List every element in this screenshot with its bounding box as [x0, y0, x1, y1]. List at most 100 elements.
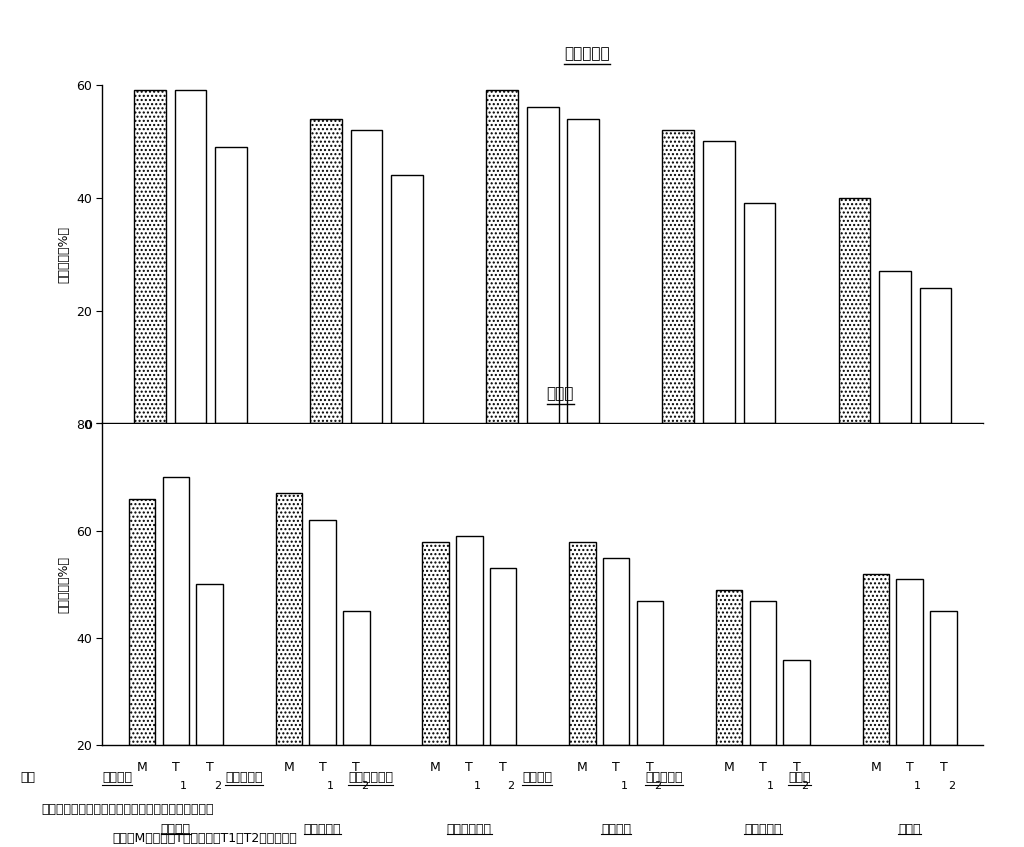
Text: T: T	[500, 761, 507, 774]
Bar	[920, 288, 951, 424]
Text: 1: 1	[474, 781, 480, 791]
Text: T: T	[318, 761, 327, 774]
Text: ゆきひかり: ゆきひかり	[348, 505, 385, 518]
Text: うりゅう: うりゅう	[102, 771, 132, 783]
Text: 速ばらみ期: 速ばらみ期	[564, 46, 609, 61]
Bar	[663, 130, 694, 424]
Bar	[930, 612, 956, 745]
Text: M: M	[430, 761, 441, 774]
Text: T: T	[227, 440, 234, 453]
Text: T: T	[612, 761, 620, 774]
Text: M: M	[724, 761, 734, 774]
Bar	[309, 520, 336, 745]
Text: ゆきひかり: ゆきひかり	[304, 822, 341, 836]
Bar	[637, 601, 664, 745]
Text: M: M	[849, 440, 860, 453]
Text: きらら３９７: きらら３９７	[348, 771, 393, 783]
Text: 1: 1	[327, 781, 334, 791]
Text: 2: 2	[948, 781, 955, 791]
Text: T: T	[940, 761, 947, 774]
Y-axis label: 稔実歩合（%）: 稔実歩合（%）	[57, 225, 71, 283]
Text: T: T	[352, 761, 360, 774]
Text: しまひかり: しまひかり	[645, 771, 683, 783]
Text: T: T	[891, 440, 899, 453]
Text: M: M	[144, 440, 156, 453]
Text: 2: 2	[765, 461, 772, 471]
Text: 主稈に対する分級した分げつの耐冷性（稔実歩合）: 主稈に対する分級した分げつの耐冷性（稔実歩合）	[41, 803, 213, 816]
Text: T: T	[172, 761, 179, 774]
Bar	[215, 147, 247, 424]
Text: 開花期: 開花期	[547, 386, 574, 401]
Bar	[569, 541, 596, 745]
Text: うりゅう: うりゅう	[161, 822, 190, 836]
Text: T: T	[539, 440, 547, 453]
Text: 2: 2	[360, 781, 368, 791]
Text: しおかり: しおかり	[601, 822, 631, 836]
Bar	[343, 612, 370, 745]
Text: M: M	[284, 761, 294, 774]
Bar	[703, 141, 734, 424]
Bar	[896, 579, 923, 745]
Text: きらら３９７: きらら３９７	[520, 505, 565, 518]
Text: 1: 1	[725, 461, 732, 471]
Bar	[839, 197, 870, 424]
Bar	[422, 541, 449, 745]
Text: T: T	[756, 440, 763, 453]
Text: M: M	[870, 761, 882, 774]
Text: 豊光: 豊光	[888, 505, 902, 518]
Bar	[750, 601, 776, 745]
Bar	[783, 660, 810, 745]
Text: 2: 2	[654, 781, 662, 791]
Bar	[486, 91, 518, 424]
Text: T: T	[906, 761, 913, 774]
Text: T: T	[206, 761, 213, 774]
Text: 図１: 図１	[20, 771, 36, 783]
Text: M: M	[136, 761, 147, 774]
Text: しおかり: しおかり	[522, 771, 552, 783]
Text: 1: 1	[914, 781, 921, 791]
Text: T: T	[793, 761, 801, 774]
Bar	[716, 590, 742, 745]
Y-axis label: 稔実歩合（%）: 稔実歩合（%）	[57, 556, 71, 613]
Text: 1: 1	[901, 461, 908, 471]
Text: 2: 2	[237, 461, 244, 471]
Bar	[456, 536, 482, 745]
Bar	[880, 271, 910, 424]
Text: M: M	[321, 440, 332, 453]
Text: 2: 2	[508, 781, 515, 791]
Text: 2: 2	[214, 781, 221, 791]
Bar	[567, 119, 599, 424]
Bar	[862, 573, 889, 745]
Text: 1: 1	[549, 461, 556, 471]
Text: T: T	[932, 440, 939, 453]
Text: うりゅう: うりゅう	[175, 505, 206, 518]
Bar	[527, 108, 558, 424]
Text: T: T	[715, 440, 723, 453]
Text: 注１）M：主稈、T：分げつ、T1、T2：分級程度: 注１）M：主稈、T：分げつ、T1、T2：分級程度	[113, 832, 297, 844]
Bar	[163, 477, 189, 745]
Text: 1: 1	[197, 461, 204, 471]
Text: T: T	[186, 440, 195, 453]
Text: 1: 1	[767, 781, 774, 791]
Text: 1: 1	[621, 781, 628, 791]
Bar	[351, 130, 382, 424]
Text: T: T	[466, 761, 473, 774]
Bar	[310, 119, 342, 424]
Text: 2: 2	[589, 461, 596, 471]
Text: T: T	[759, 761, 767, 774]
Bar	[197, 584, 223, 745]
Bar	[134, 91, 166, 424]
Text: 2: 2	[801, 781, 808, 791]
Text: M: M	[673, 440, 684, 453]
Text: ゆきひかり: ゆきひかり	[225, 771, 263, 783]
Text: T: T	[646, 761, 653, 774]
Text: T: T	[580, 440, 587, 453]
Text: しまひかり: しまひかり	[700, 505, 737, 518]
Text: 豊　光: 豊 光	[788, 771, 811, 783]
Bar	[489, 568, 516, 745]
Text: T: T	[362, 440, 371, 453]
Text: きらら３９７: きらら３９７	[446, 822, 492, 836]
Text: T: T	[403, 440, 411, 453]
Text: 2: 2	[941, 461, 948, 471]
Text: 2: 2	[413, 461, 420, 471]
